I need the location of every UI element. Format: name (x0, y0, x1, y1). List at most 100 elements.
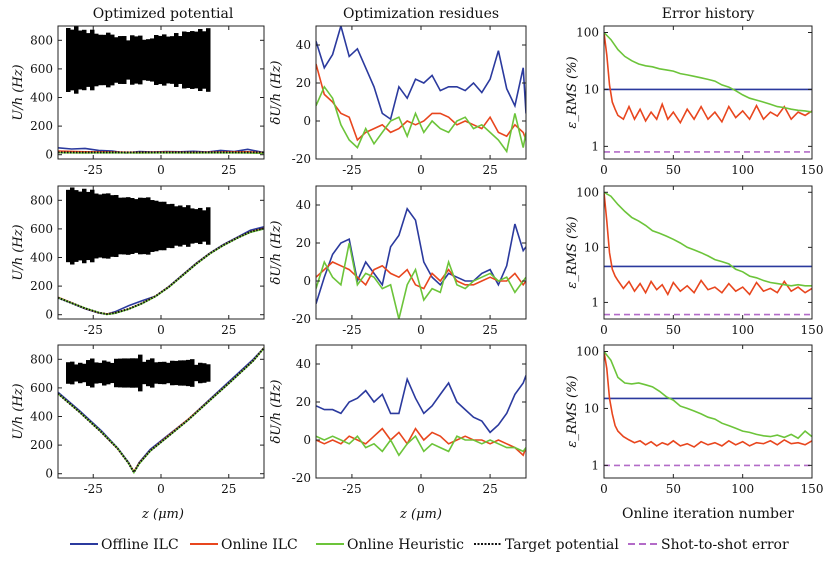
inset-pixel-column (150, 200, 155, 252)
inset-pixel-column (106, 32, 111, 88)
inset-pixel-column (74, 190, 79, 262)
series-group-pot2 (58, 226, 264, 316)
inset-pixel-column (122, 358, 127, 388)
ylabel-err2: ε_RMS (%) (565, 216, 580, 288)
ytick-label: -20 (292, 312, 311, 326)
inset-pixel-column (186, 205, 191, 247)
series-heuristic-res2 (316, 242, 526, 319)
series-group-err1 (604, 31, 812, 153)
xtick-label: 0 (157, 323, 165, 337)
inset-pixel-column (162, 34, 167, 86)
panel-pot3: -25 0 25 0 200 400 600 800 U/h (Hz) (11, 344, 265, 496)
xtick-label: 25 (221, 323, 236, 337)
inset-pixel-column (178, 205, 183, 247)
legend-target-label: Target potential (505, 537, 619, 553)
ytick-label: 0 (303, 274, 311, 288)
inset-pixel-column (182, 31, 187, 89)
inset-pixel-column (134, 358, 139, 388)
xtick-label: 50 (666, 163, 681, 177)
xtick-label: 0 (600, 323, 608, 337)
legend: Offline ILC Online ILC Online Heuristic … (70, 537, 789, 553)
inset-pixel-column (78, 191, 83, 261)
xtick-label: 50 (666, 482, 681, 496)
series-online-err2 (604, 192, 812, 297)
series-heuristic-err3 (604, 351, 812, 440)
panel-err2: 0 50 100 150 1 10 100 ε_RMS (%) (565, 185, 823, 337)
ytick-label: 400 (30, 410, 53, 424)
xlabel-z-residues: z (μm) (399, 507, 442, 522)
ytick-label: 600 (30, 222, 53, 236)
axes-frame-err2 (603, 185, 813, 320)
inset-pixel-column (78, 362, 83, 384)
xtick-label: 50 (666, 323, 681, 337)
xtick-label: 150 (801, 482, 824, 496)
xtick-label: 25 (482, 323, 497, 337)
inset-pixel-column (130, 358, 135, 388)
ylabel-pot1: U/h (Hz) (11, 64, 26, 120)
inset-pixel-column (202, 31, 207, 89)
inset-pixel-column (130, 198, 135, 254)
xtick-label: 100 (731, 163, 754, 177)
inset-pixel-column (190, 31, 195, 89)
ytick-label: 40 (296, 38, 311, 52)
series-group-err3 (604, 351, 812, 467)
xtick-label: 0 (417, 323, 425, 337)
inset-pixel-column (138, 354, 143, 392)
inset-pixel-column (194, 209, 199, 243)
series-group-res2 (316, 207, 526, 319)
inset-pixel-column (190, 208, 195, 244)
xtick-label: 150 (801, 163, 824, 177)
ylabel-pot3: U/h (Hz) (11, 383, 26, 439)
ytick-label: 600 (30, 381, 53, 395)
xtick-label: 100 (731, 323, 754, 337)
series-group-res3 (316, 375, 526, 457)
ytick-label: 20 (296, 76, 311, 90)
inset-pixel-column (170, 203, 175, 249)
legend-online-label: Online ILC (221, 537, 298, 553)
legend-offline-label: Offline ILC (101, 537, 179, 553)
series-group-err2 (604, 191, 812, 316)
inset-pixel-column (102, 34, 107, 86)
inset-pixel-column (178, 36, 183, 84)
xtick-label: 0 (600, 482, 608, 496)
ytick-label: 40 (296, 357, 311, 371)
axes-frame-err3 (603, 344, 813, 479)
ytick-label: 0 (45, 308, 53, 322)
series-online-err1 (604, 32, 812, 125)
inset-pixel-column (170, 360, 175, 386)
inset-pixel-column (138, 197, 143, 255)
inset-pixel-column (110, 195, 115, 257)
xtick-label: 100 (731, 482, 754, 496)
series-heuristic-res1 (316, 85, 526, 154)
inset-image-pot3 (66, 354, 211, 392)
inset-pixel-column (90, 358, 95, 388)
inset-pixel-column (130, 35, 135, 85)
inset-image-pot1 (66, 26, 211, 94)
ylabel-err1: ε_RMS (%) (565, 56, 580, 128)
inset-pixel-column (122, 36, 127, 84)
panel-err3: 0 50 100 150 1 10 100 ε_RMS (%) (565, 344, 823, 496)
inset-pixel-column (134, 36, 139, 84)
inset-pixel-column (66, 28, 71, 92)
ytick-label: 0 (303, 114, 311, 128)
xlabel-iteration: Online iteration number (622, 506, 794, 522)
xtick-label: -25 (84, 163, 103, 177)
series-online-res1 (316, 63, 526, 142)
ytick-label: 800 (30, 352, 53, 366)
ytick-label: 10 (584, 82, 599, 96)
inset-pixel-column (186, 32, 191, 88)
inset-pixel-column (154, 35, 159, 85)
xtick-label: 150 (801, 323, 824, 337)
ylabel-res1: δU/h (Hz) (269, 61, 284, 125)
inset-pixel-column (158, 201, 163, 251)
inset-pixel-column (102, 193, 107, 259)
inset-pixel-column (82, 188, 87, 264)
inset-pixel-column (142, 39, 147, 81)
series-offline-res3 (316, 375, 526, 434)
inset-pixel-column (86, 360, 91, 386)
ytick-label: 0 (45, 148, 53, 162)
ytick-label: -20 (292, 152, 311, 166)
ytick-label: 400 (30, 91, 53, 105)
series-offline-res1 (316, 26, 526, 121)
inset-pixel-column (150, 358, 155, 388)
